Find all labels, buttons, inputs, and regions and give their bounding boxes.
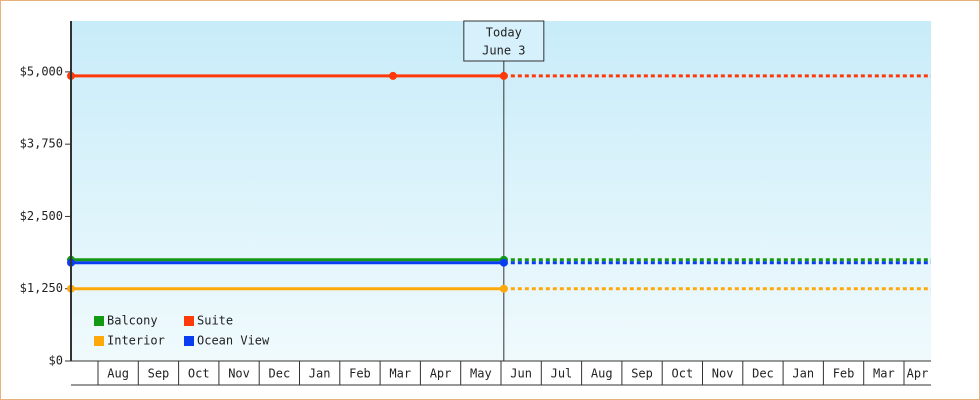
- x-tick-label: Aug: [591, 367, 613, 381]
- data-point: [388, 71, 397, 80]
- y-tick-label: $1,250: [20, 281, 63, 295]
- x-tick-label: Nov: [228, 367, 250, 381]
- x-tick-label: Dec: [269, 367, 291, 381]
- x-tick-label: Oct: [188, 367, 210, 381]
- x-tick-label: Nov: [712, 367, 734, 381]
- y-tick-label: $3,750: [20, 137, 63, 151]
- legend-label: Interior: [107, 334, 165, 348]
- plot-area: [71, 21, 931, 361]
- y-tick-label: $5,000: [20, 64, 63, 78]
- x-tick-label: Sep: [631, 367, 653, 381]
- x-tick-label: Sep: [148, 367, 170, 381]
- legend-swatch: [184, 316, 194, 326]
- x-tick-label: Mar: [873, 367, 895, 381]
- y-tick-label: $2,500: [20, 209, 63, 223]
- y-tick-label: $0: [49, 354, 63, 368]
- x-tick-label: Feb: [349, 367, 371, 381]
- today-label: June 3: [482, 44, 525, 58]
- x-tick-label: Jul: [551, 367, 573, 381]
- x-tick-label: Apr: [907, 367, 929, 381]
- data-point: [499, 71, 508, 80]
- x-tick-label: Jan: [792, 367, 814, 381]
- x-tick-label: Mar: [389, 367, 411, 381]
- today-box: [463, 20, 545, 62]
- legend-swatch: [94, 316, 104, 326]
- x-tick-label: Aug: [107, 367, 129, 381]
- legend-swatch: [184, 336, 194, 346]
- x-tick-label: Apr: [430, 367, 452, 381]
- legend-label: Suite: [197, 314, 233, 328]
- x-tick-label: Feb: [833, 367, 855, 381]
- x-tick-label: May: [470, 367, 492, 381]
- legend-swatch: [94, 336, 104, 346]
- x-tick-label: Jan: [309, 367, 331, 381]
- x-tick-label: Dec: [752, 367, 774, 381]
- x-tick-label: Oct: [672, 367, 694, 381]
- data-point: [499, 258, 508, 267]
- x-tick-label: Jun: [510, 367, 532, 381]
- legend-label: Ocean View: [197, 334, 270, 348]
- data-point: [499, 284, 508, 293]
- today-label: Today: [486, 26, 522, 40]
- legend-label: Balcony: [107, 314, 158, 328]
